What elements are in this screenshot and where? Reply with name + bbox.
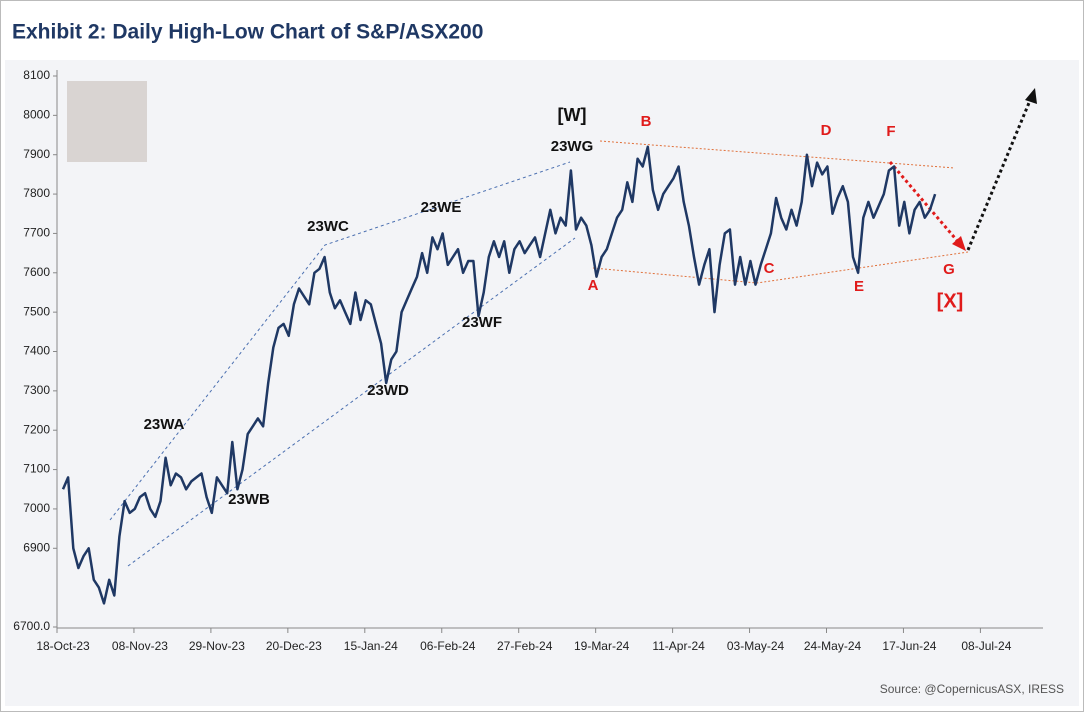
x-tick-label: 18-Oct-23 [36,639,90,653]
triangle-top [599,140,956,169]
y-tick-label: 7800 [23,186,50,200]
x-tick-label: 27-Feb-24 [497,639,553,653]
x-tick-label: 19-Mar-24 [574,639,630,653]
x-tick-label: 29-Nov-23 [189,639,245,653]
plot-background [5,60,1079,706]
x-tick-label: 11-Apr-24 [652,639,705,653]
red-arrowhead [952,236,966,251]
wave-label: 23WB [228,491,270,508]
lower-channel [127,237,576,567]
wave-label: 23WG [551,138,594,155]
x-tick-label: 17-Jun-24 [882,639,936,653]
price-line [61,145,937,605]
wave-label: 23WA [144,416,185,433]
y-tick-label: 8000 [23,108,50,122]
wave-label: F [886,123,895,140]
wave-label: B [641,113,652,130]
wave-label: [W] [558,105,587,125]
wave-label: G [943,261,955,278]
wave-label: A [588,277,599,294]
wave-label: 23WC [307,218,349,235]
x-tick-label: 08-Nov-23 [112,639,168,653]
wave-label: 23WE [421,199,462,216]
y-tick-label: 7500 [23,304,50,318]
y-tick-label: 7100 [23,462,50,476]
y-tick-label: 8100 [23,68,50,82]
y-tick-label: 6700.0 [13,619,50,633]
x-tick-label: 24-May-24 [804,639,862,653]
upper-channel [109,161,571,521]
black-arrowhead [1025,88,1037,104]
wave-label: C [764,260,775,277]
logo-image [67,81,147,162]
y-tick-label: 7900 [23,147,50,161]
wave-label: D [821,122,832,139]
y-tick-label: 7000 [23,501,50,515]
source: Source: @CopernicusASX, IRESS [880,682,1064,696]
y-tick-label: 7200 [23,422,50,436]
x-tick-label: 03-May-24 [727,639,785,653]
y-tick-label: 7400 [23,344,50,358]
chart-title: Exhibit 2: Daily High-Low Chart of S&P/A… [12,21,483,44]
wave-label: 23WF [462,314,502,331]
y-tick-label: 6900 [23,540,50,554]
wave-label: [X] [937,290,964,312]
x-tick-label: 20-Dec-23 [266,639,322,653]
x-tick-label: 06-Feb-24 [420,639,476,653]
x-tick-label: 15-Jan-24 [344,639,398,653]
x-tick-label: 08-Jul-24 [961,639,1011,653]
y-tick-label: 7700 [23,226,50,240]
y-tick-label: 7300 [23,383,50,397]
wave-label: E [854,278,864,295]
wave-label: 23WD [367,382,409,399]
y-tick-label: 7600 [23,265,50,279]
